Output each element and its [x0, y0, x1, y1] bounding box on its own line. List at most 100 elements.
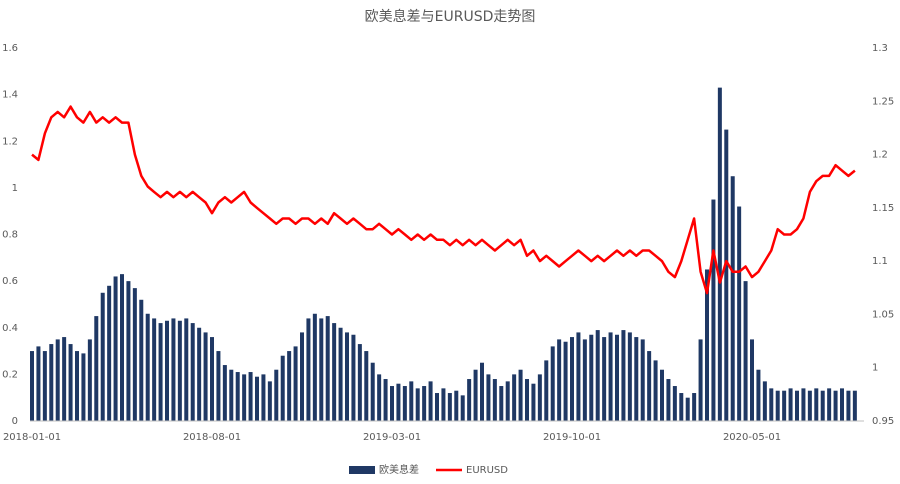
y2-tick-label: 1.1 [872, 256, 888, 267]
bar [672, 386, 677, 421]
bar [570, 337, 574, 421]
chart-title: 欧美息差与EURUSD走势图 [365, 8, 536, 25]
bar [852, 390, 857, 421]
bar [132, 288, 137, 421]
bar [537, 374, 542, 421]
bar [345, 332, 349, 421]
x-tick-label: 2018-08-01 [183, 432, 241, 443]
bar [589, 334, 594, 421]
bar [518, 369, 523, 421]
bar [627, 332, 632, 421]
bar [499, 386, 504, 421]
y-tick-label: 1.6 [2, 43, 18, 54]
x-tick-label: 2020-05-01 [723, 432, 781, 443]
bar [197, 327, 202, 421]
bar [576, 332, 581, 421]
bar [711, 199, 716, 421]
bar [377, 374, 382, 421]
bar [248, 372, 253, 421]
bar [724, 129, 729, 421]
bar [505, 381, 510, 421]
bar [139, 299, 144, 421]
y2-tick-label: 1.25 [872, 96, 894, 107]
y2-tick-label: 1.15 [872, 203, 894, 214]
bar [621, 330, 626, 421]
bar [775, 390, 780, 421]
bar [325, 316, 330, 421]
bar [531, 383, 536, 421]
y2-tick-label: 1.3 [872, 43, 888, 54]
bar [473, 369, 478, 421]
y-tick-label: 0 [12, 416, 18, 427]
x-tick-label: 2019-03-01 [363, 432, 421, 443]
bar [293, 346, 298, 421]
bar [287, 351, 292, 421]
bar [415, 388, 420, 421]
bar [370, 362, 375, 421]
bar [647, 351, 652, 421]
bar [801, 388, 806, 421]
bar [428, 381, 433, 421]
bar [267, 381, 272, 421]
legend-label: 欧美息差 [379, 463, 419, 476]
y-tick-label: 0.8 [2, 230, 18, 241]
bar [692, 393, 697, 421]
line [31, 105, 856, 295]
bar [492, 379, 497, 421]
bar [615, 334, 619, 421]
bar [81, 353, 86, 421]
bar [126, 281, 131, 421]
bar [557, 339, 562, 421]
bar [203, 332, 208, 421]
bar [512, 374, 517, 421]
bar [782, 390, 787, 421]
bar [467, 379, 472, 421]
bar [550, 346, 555, 421]
bar [42, 351, 47, 421]
bar [306, 318, 311, 421]
legend-label: EURUSD [466, 465, 508, 476]
bar [460, 395, 465, 421]
bar [390, 386, 394, 421]
y2-tick-label: 0.95 [872, 416, 894, 427]
x-tick-label: 2019-10-01 [543, 432, 601, 443]
bar [447, 393, 452, 421]
bar [364, 351, 369, 421]
bar [441, 388, 446, 421]
bar [120, 274, 124, 421]
bar [222, 365, 227, 421]
bar [100, 292, 105, 421]
bar [769, 388, 774, 421]
bar [788, 388, 793, 421]
bar [165, 320, 169, 421]
bar [480, 362, 484, 421]
bar [730, 176, 735, 421]
bar [525, 379, 529, 421]
bar [113, 276, 118, 421]
bar [332, 323, 337, 421]
bar [807, 390, 812, 421]
bar [210, 337, 214, 421]
bar [280, 355, 285, 421]
bar [820, 390, 825, 421]
bar [36, 346, 41, 421]
bar [544, 360, 549, 421]
bar [486, 374, 491, 421]
bar [750, 339, 754, 421]
bar [563, 341, 568, 421]
y-tick-label: 1.4 [2, 90, 18, 101]
bar [338, 327, 343, 421]
bar [184, 318, 189, 421]
bar [55, 339, 60, 421]
bar [685, 397, 690, 421]
bar [300, 332, 304, 421]
bar [274, 369, 279, 421]
bar [68, 344, 73, 421]
bar [640, 339, 645, 421]
y2-tick-label: 1.2 [872, 150, 888, 161]
bar [357, 344, 362, 421]
y-tick-label: 0.6 [2, 276, 18, 287]
bar [261, 374, 266, 421]
bar [608, 332, 613, 421]
bar [87, 339, 92, 421]
